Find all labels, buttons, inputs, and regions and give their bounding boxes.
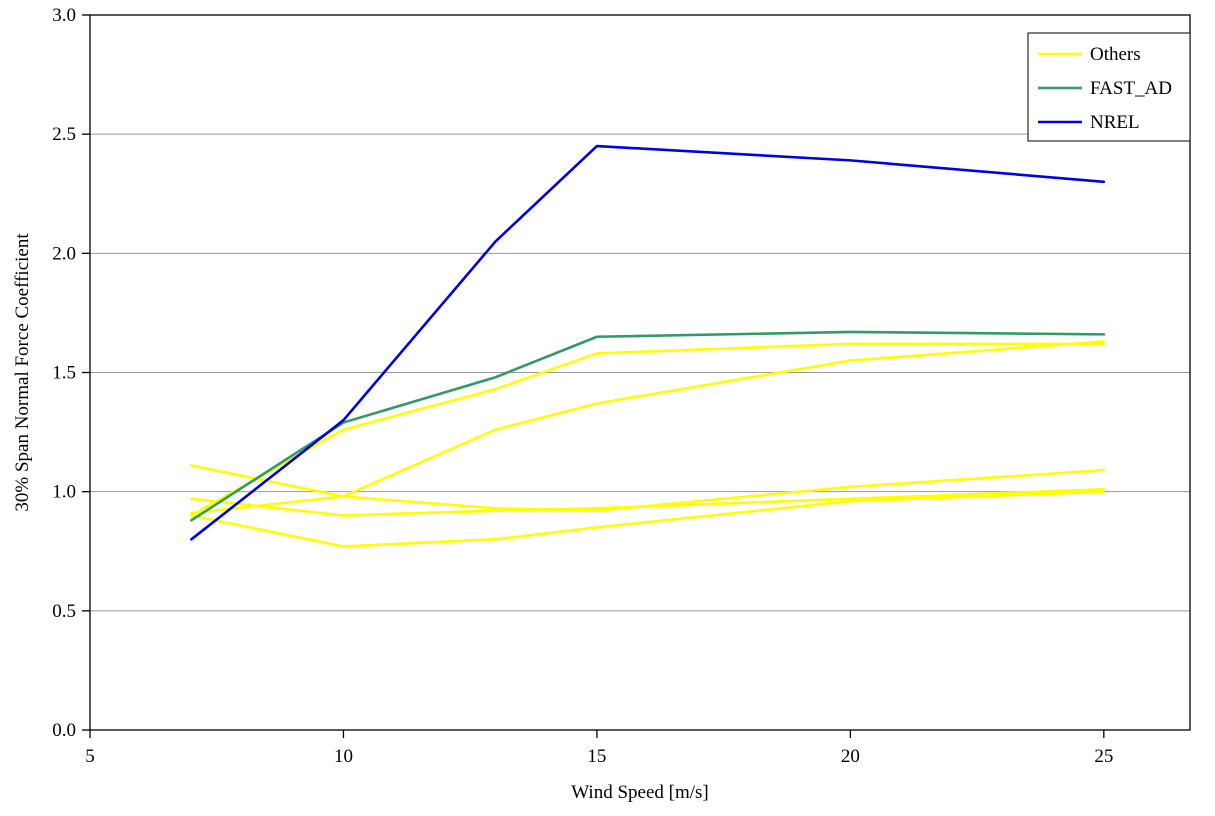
- y-tick-label: 1.0: [52, 482, 76, 503]
- series-line-others-5: [190, 490, 1106, 548]
- y-tick-label: 1.5: [52, 363, 76, 384]
- x-tick-label: 25: [1094, 746, 1113, 767]
- x-tick-label: 20: [841, 746, 860, 767]
- y-tick-label: 0.0: [52, 720, 76, 741]
- x-tick-label: 10: [334, 746, 353, 767]
- y-tick-label: 2.5: [52, 124, 76, 145]
- y-tick-label: 3.0: [52, 5, 76, 26]
- y-tick-label: 2.0: [52, 243, 76, 264]
- legend-label-nrel: NREL: [1090, 112, 1140, 133]
- legend-label-fast_ad: FAST_AD: [1090, 78, 1172, 99]
- series-line-others-4: [190, 487, 1106, 517]
- series-line-others-2: [190, 340, 1106, 515]
- y-axis-title: 30% Span Normal Force Coefficient: [12, 233, 33, 512]
- x-axis-title: Wind Speed [m/s]: [571, 782, 709, 803]
- x-tick-label: 5: [85, 746, 95, 767]
- series-line-others-1: [190, 342, 1106, 517]
- series-line-nrel: [190, 144, 1106, 541]
- legend-label-others: Others: [1090, 44, 1141, 65]
- y-tick-label: 0.5: [52, 601, 76, 622]
- x-tick-label: 15: [587, 746, 606, 767]
